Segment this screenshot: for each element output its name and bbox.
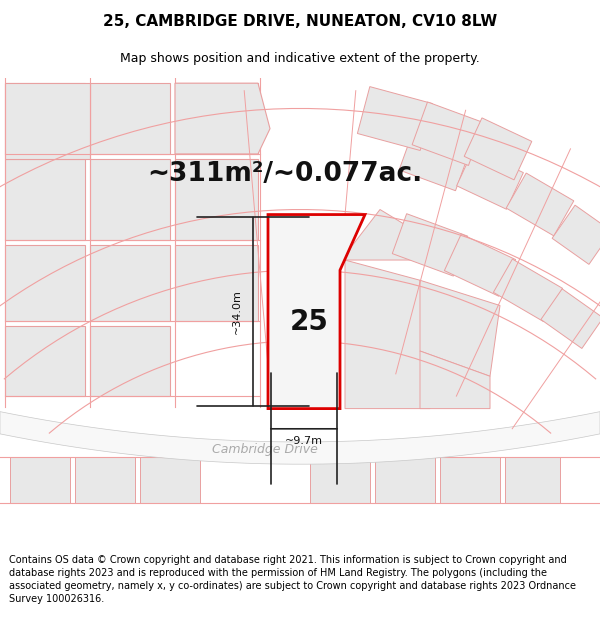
Polygon shape bbox=[5, 326, 85, 396]
Polygon shape bbox=[90, 245, 170, 321]
Polygon shape bbox=[464, 118, 532, 180]
Polygon shape bbox=[345, 260, 430, 409]
Polygon shape bbox=[392, 214, 468, 276]
Polygon shape bbox=[399, 127, 471, 191]
Polygon shape bbox=[445, 234, 515, 296]
Polygon shape bbox=[5, 159, 85, 240]
Text: 25, CAMBRIDGE DRIVE, NUNEATON, CV10 8LW: 25, CAMBRIDGE DRIVE, NUNEATON, CV10 8LW bbox=[103, 14, 497, 29]
Polygon shape bbox=[175, 83, 270, 154]
Text: Contains OS data © Crown copyright and database right 2021. This information is : Contains OS data © Crown copyright and d… bbox=[9, 554, 576, 604]
Polygon shape bbox=[175, 83, 258, 154]
Polygon shape bbox=[358, 87, 433, 151]
Polygon shape bbox=[5, 83, 85, 154]
Polygon shape bbox=[457, 149, 523, 209]
Polygon shape bbox=[268, 214, 365, 409]
Text: Cambridge Drive: Cambridge Drive bbox=[212, 442, 318, 456]
Polygon shape bbox=[493, 259, 563, 322]
Text: 25: 25 bbox=[290, 308, 328, 336]
Text: Map shows position and indicative extent of the property.: Map shows position and indicative extent… bbox=[120, 52, 480, 65]
Polygon shape bbox=[5, 245, 85, 321]
Polygon shape bbox=[541, 289, 600, 349]
Text: ~311m²/~0.077ac.: ~311m²/~0.077ac. bbox=[148, 161, 422, 187]
Polygon shape bbox=[375, 457, 435, 503]
Polygon shape bbox=[0, 412, 600, 464]
Polygon shape bbox=[420, 351, 490, 409]
Polygon shape bbox=[440, 457, 500, 503]
Polygon shape bbox=[175, 245, 258, 321]
Polygon shape bbox=[345, 209, 430, 260]
Polygon shape bbox=[90, 159, 170, 240]
Polygon shape bbox=[90, 326, 170, 396]
Polygon shape bbox=[420, 280, 500, 376]
Polygon shape bbox=[412, 102, 484, 166]
Polygon shape bbox=[10, 457, 70, 503]
Polygon shape bbox=[75, 457, 135, 503]
Text: ~9.7m: ~9.7m bbox=[285, 436, 323, 446]
Polygon shape bbox=[90, 83, 170, 154]
Text: ~34.0m: ~34.0m bbox=[232, 289, 242, 334]
Polygon shape bbox=[175, 159, 258, 240]
Polygon shape bbox=[140, 457, 200, 503]
Polygon shape bbox=[552, 205, 600, 264]
Polygon shape bbox=[505, 457, 560, 503]
Polygon shape bbox=[310, 457, 370, 503]
Polygon shape bbox=[506, 173, 574, 236]
Polygon shape bbox=[5, 83, 90, 159]
